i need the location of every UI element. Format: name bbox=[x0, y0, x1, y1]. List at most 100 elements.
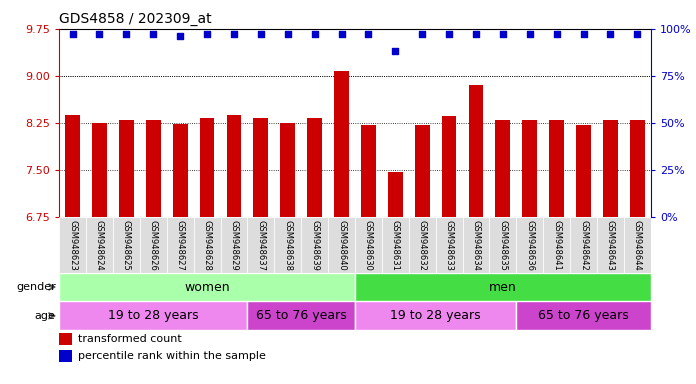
Bar bbox=[516, 217, 543, 273]
Bar bbox=[489, 217, 516, 273]
Bar bbox=[543, 217, 570, 273]
Bar bbox=[436, 217, 463, 273]
Text: GSM948641: GSM948641 bbox=[552, 220, 561, 270]
Bar bbox=[603, 120, 618, 217]
Text: GSM948627: GSM948627 bbox=[175, 220, 184, 271]
Point bbox=[255, 31, 267, 38]
Point bbox=[282, 31, 293, 38]
Bar bbox=[334, 71, 349, 217]
Bar bbox=[630, 120, 644, 217]
Point bbox=[175, 33, 186, 40]
Bar bbox=[409, 217, 436, 273]
Bar bbox=[59, 350, 72, 362]
Text: 65 to 76 years: 65 to 76 years bbox=[256, 310, 347, 322]
Point bbox=[605, 31, 616, 38]
Text: GSM948634: GSM948634 bbox=[471, 220, 480, 271]
Point bbox=[390, 48, 401, 55]
Text: GSM948635: GSM948635 bbox=[498, 220, 507, 271]
Bar bbox=[59, 333, 72, 345]
Bar bbox=[570, 217, 597, 273]
Point bbox=[228, 31, 239, 38]
Text: GSM948638: GSM948638 bbox=[283, 220, 292, 271]
Text: GSM948631: GSM948631 bbox=[390, 220, 400, 271]
Bar bbox=[193, 217, 221, 273]
Bar bbox=[576, 125, 591, 217]
Text: GSM948628: GSM948628 bbox=[203, 220, 212, 271]
Bar bbox=[496, 120, 510, 217]
Point bbox=[551, 31, 562, 38]
Bar bbox=[597, 217, 624, 273]
Bar bbox=[442, 116, 457, 217]
Text: GSM948639: GSM948639 bbox=[310, 220, 319, 271]
Point bbox=[498, 31, 509, 38]
Bar bbox=[119, 120, 134, 217]
Bar bbox=[516, 301, 651, 330]
Text: GSM948633: GSM948633 bbox=[445, 220, 454, 271]
Point bbox=[470, 31, 482, 38]
Point bbox=[67, 31, 78, 38]
Point bbox=[524, 31, 535, 38]
Bar bbox=[200, 118, 214, 217]
Text: transformed count: transformed count bbox=[78, 334, 182, 344]
Text: 65 to 76 years: 65 to 76 years bbox=[538, 310, 629, 322]
Text: GDS4858 / 202309_at: GDS4858 / 202309_at bbox=[59, 12, 212, 26]
Bar bbox=[280, 123, 295, 217]
Bar bbox=[167, 217, 193, 273]
Point bbox=[417, 31, 428, 38]
Bar bbox=[247, 217, 274, 273]
Text: GSM948636: GSM948636 bbox=[525, 220, 535, 271]
Bar bbox=[307, 118, 322, 217]
Bar bbox=[355, 273, 651, 301]
Bar bbox=[146, 120, 161, 217]
Bar bbox=[468, 85, 483, 217]
Text: GSM948630: GSM948630 bbox=[364, 220, 373, 271]
Text: GSM948642: GSM948642 bbox=[579, 220, 588, 270]
Bar bbox=[355, 301, 516, 330]
Point bbox=[94, 31, 105, 38]
Text: 19 to 28 years: 19 to 28 years bbox=[108, 310, 198, 322]
Bar bbox=[624, 217, 651, 273]
Point bbox=[363, 31, 374, 38]
Bar bbox=[328, 217, 355, 273]
Bar bbox=[140, 217, 167, 273]
Text: GSM948625: GSM948625 bbox=[122, 220, 131, 270]
Point bbox=[632, 31, 643, 38]
Point bbox=[309, 31, 320, 38]
Bar bbox=[301, 217, 328, 273]
Bar bbox=[415, 126, 429, 217]
Text: GSM948632: GSM948632 bbox=[418, 220, 427, 271]
Bar bbox=[355, 217, 382, 273]
Text: GSM948644: GSM948644 bbox=[633, 220, 642, 270]
Bar bbox=[274, 217, 301, 273]
Text: GSM948624: GSM948624 bbox=[95, 220, 104, 270]
Bar bbox=[92, 123, 107, 217]
Bar bbox=[65, 115, 80, 217]
Bar bbox=[463, 217, 489, 273]
Text: men: men bbox=[489, 281, 516, 293]
Point bbox=[148, 31, 159, 38]
Point bbox=[336, 31, 347, 38]
Text: GSM948629: GSM948629 bbox=[230, 220, 239, 270]
Bar bbox=[59, 301, 247, 330]
Bar bbox=[59, 273, 355, 301]
Text: GSM948626: GSM948626 bbox=[149, 220, 158, 271]
Bar bbox=[253, 119, 268, 217]
Point bbox=[202, 31, 213, 38]
Bar bbox=[523, 120, 537, 217]
Text: gender: gender bbox=[16, 282, 56, 292]
Text: women: women bbox=[184, 281, 230, 293]
Bar bbox=[247, 301, 355, 330]
Bar bbox=[382, 217, 409, 273]
Point bbox=[121, 31, 132, 38]
Text: 19 to 28 years: 19 to 28 years bbox=[390, 310, 481, 322]
Text: GSM948637: GSM948637 bbox=[256, 220, 265, 271]
Text: GSM948640: GSM948640 bbox=[337, 220, 346, 270]
Bar bbox=[59, 217, 86, 273]
Bar bbox=[173, 124, 187, 217]
Bar bbox=[86, 217, 113, 273]
Bar bbox=[361, 125, 376, 217]
Text: percentile rank within the sample: percentile rank within the sample bbox=[78, 351, 266, 361]
Bar bbox=[388, 172, 403, 217]
Text: age: age bbox=[35, 311, 56, 321]
Bar bbox=[221, 217, 247, 273]
